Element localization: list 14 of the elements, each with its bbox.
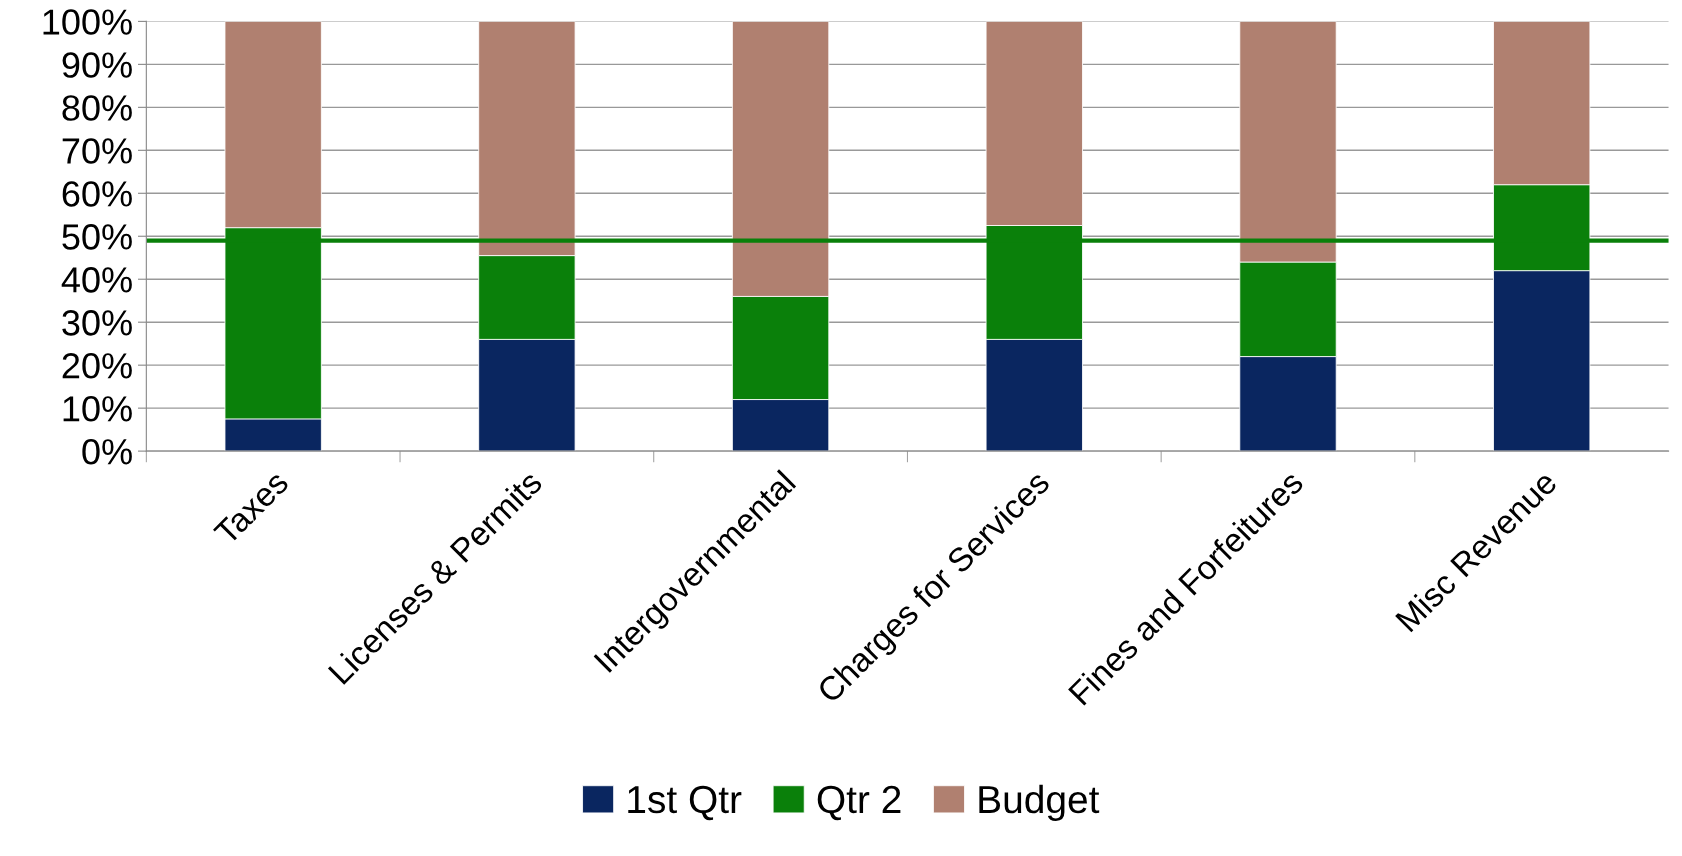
legend-label: 1st Qtr	[628, 785, 742, 821]
y-tick-label: 100%	[43, 9, 132, 35]
y-tick-label: 10%	[63, 396, 132, 422]
y-tick-label: 30%	[62, 310, 132, 336]
y-tick-label: 40%	[61, 267, 132, 293]
y-tick-label: 50%	[62, 224, 132, 250]
y-tick-label: 20%	[62, 353, 132, 379]
y-tick-label: 0%	[82, 438, 132, 465]
y-tick-label: 90%	[62, 52, 132, 78]
legend-label: Budget	[979, 784, 1100, 821]
y-tick-label: 70%	[62, 138, 132, 164]
legend-label: Qtr 2	[817, 785, 901, 821]
y-tick-label: 60%	[62, 181, 132, 207]
y-tick-label: 80%	[62, 95, 132, 121]
